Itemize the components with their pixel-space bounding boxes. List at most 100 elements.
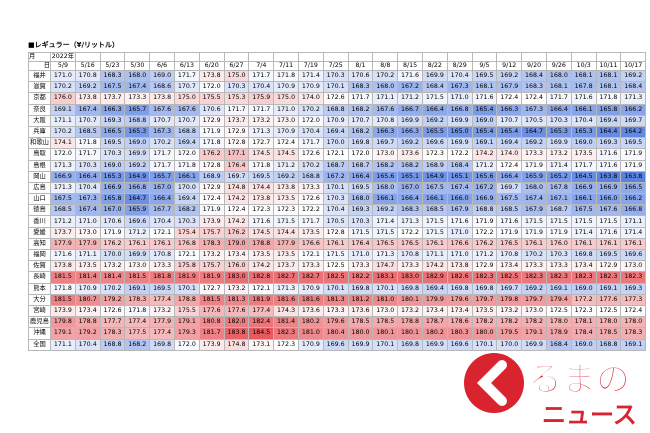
price-cell: 173.8 <box>248 193 275 206</box>
price-cell: 181.5 <box>50 293 76 306</box>
price-cell: 179.1 <box>521 327 547 340</box>
table-row: 大分 181.5 180.7 179.2 178.3 177.4 178.8 181.5 181… <box>28 293 647 306</box>
price-cell: 167.4 <box>124 81 151 94</box>
price-cell: 171.5 <box>421 92 448 105</box>
price-cell: 169.7 <box>223 170 250 183</box>
price-cell: 168.3 <box>347 81 374 94</box>
price-cell: 171.8 <box>173 159 200 172</box>
price-cell: 176.1 <box>149 237 175 251</box>
price-cell: 168.7 <box>322 159 349 172</box>
table-row: 鳥取 172.0 171.7 170.3 169.9 171.7 172.0 176.2 177… <box>28 148 647 161</box>
price-cell: 173.3 <box>297 181 324 195</box>
price-cell: 170.7 <box>149 114 175 127</box>
price-cell: 169.9 <box>446 137 473 150</box>
price-cell: 164.9 <box>124 170 151 183</box>
price-cell: 169.7 <box>496 282 523 295</box>
price-cell: 170.5 <box>521 114 547 127</box>
price-cell: 169.2 <box>273 170 299 183</box>
date-header: 5/16 <box>74 61 101 71</box>
price-cell: 170.6 <box>99 215 126 228</box>
price-cell: 171.0 <box>446 92 473 105</box>
logo-mark <box>464 353 524 413</box>
price-cell: 169.0 <box>124 137 151 150</box>
price-cell: 180.0 <box>471 327 498 340</box>
price-cell: 172.9 <box>471 260 498 273</box>
price-cell: 171.6 <box>397 69 423 83</box>
price-cell: 166.4 <box>149 193 175 206</box>
price-cell: 181.5 <box>198 293 225 306</box>
price-cell: 176.2 <box>198 148 225 161</box>
price-cell: 176.4 <box>347 237 374 251</box>
header-blank <box>620 52 647 62</box>
price-cell: 170.7 <box>173 81 200 94</box>
price-cell: 178.8 <box>397 316 423 329</box>
price-cell: 178.5 <box>595 327 622 340</box>
price-cell: 170.0 <box>496 338 523 351</box>
price-cell: 181.5 <box>50 271 76 284</box>
price-cell: 181.6 <box>273 293 299 306</box>
price-cell: 170.3 <box>322 69 349 83</box>
price-cell: 167.7 <box>149 204 175 217</box>
price-cell: 169.9 <box>446 114 473 127</box>
price-cell: 170.2 <box>297 103 324 116</box>
price-cell: 166.2 <box>620 193 647 206</box>
corner-month: 月 <box>28 52 51 62</box>
price-cell: 171.1 <box>372 92 399 105</box>
price-cell: 171.2 <box>50 215 76 228</box>
price-cell: 178.3 <box>99 327 126 340</box>
prefecture: 大阪 <box>28 114 51 127</box>
price-cell: 173.4 <box>223 248 250 262</box>
price-cell: 173.2 <box>496 304 523 318</box>
price-cell: 171.1 <box>421 248 448 262</box>
date-header: 10/17 <box>620 61 647 71</box>
price-cell: 173.3 <box>149 260 175 273</box>
price-cell: 175.5 <box>173 304 200 318</box>
price-cell: 171.7 <box>347 92 374 105</box>
price-cell: 171.0 <box>50 69 76 83</box>
price-cell: 171.5 <box>421 226 448 239</box>
header-blank <box>149 52 175 62</box>
price-cell: 171.5 <box>421 215 448 228</box>
date-header: 5/23 <box>99 61 126 71</box>
price-cell: 171.4 <box>545 159 572 172</box>
header-blank <box>372 52 399 62</box>
price-cell: 180.1 <box>397 327 423 340</box>
table-row: 香川 171.2 171.0 170.6 169.6 170.4 170.3 173.9 174… <box>28 215 647 228</box>
price-cell: 175.0 <box>223 69 250 83</box>
price-cell: 176.1 <box>322 237 349 251</box>
price-cell: 172.4 <box>198 193 225 206</box>
price-cell: 171.1 <box>620 215 647 228</box>
price-cell: 164.5 <box>570 170 597 183</box>
price-cell: 171.7 <box>223 103 250 116</box>
price-cell: 172.8 <box>198 159 225 172</box>
price-cell: 179.2 <box>99 293 126 306</box>
date-header: 10/11 <box>595 61 622 71</box>
price-cell: 170.7 <box>496 114 523 127</box>
price-cell: 169.1 <box>50 103 76 116</box>
price-cell: 173.0 <box>74 226 101 239</box>
price-cell: 179.1 <box>173 316 200 329</box>
price-cell: 173.4 <box>570 260 597 273</box>
header-blank <box>496 52 523 62</box>
price-cell: 168.1 <box>471 81 498 94</box>
prefecture: 奈良 <box>28 103 51 116</box>
price-cell: 170.7 <box>347 114 374 127</box>
price-cell: 178.8 <box>248 237 275 251</box>
price-cell: 170.8 <box>74 69 101 83</box>
price-cell: 169.4 <box>421 282 448 295</box>
date-header: 10/3 <box>570 61 597 71</box>
price-cell: 174.5 <box>248 226 275 239</box>
header-blank <box>74 52 101 62</box>
price-cell: 169.2 <box>496 69 523 83</box>
prefecture: 岡山 <box>28 170 51 183</box>
prefecture: 和歌山 <box>28 137 51 150</box>
price-cell: 173.0 <box>521 304 547 318</box>
price-cell: 167.0 <box>397 181 423 195</box>
price-cell: 166.2 <box>620 103 647 116</box>
price-cell: 168.0 <box>521 181 547 195</box>
price-cell: 171.5 <box>273 215 299 228</box>
price-cell: 181.6 <box>297 293 324 306</box>
price-cell: 167.0 <box>149 181 175 195</box>
price-cell: 170.0 <box>99 248 126 262</box>
price-cell: 181.0 <box>372 293 399 306</box>
